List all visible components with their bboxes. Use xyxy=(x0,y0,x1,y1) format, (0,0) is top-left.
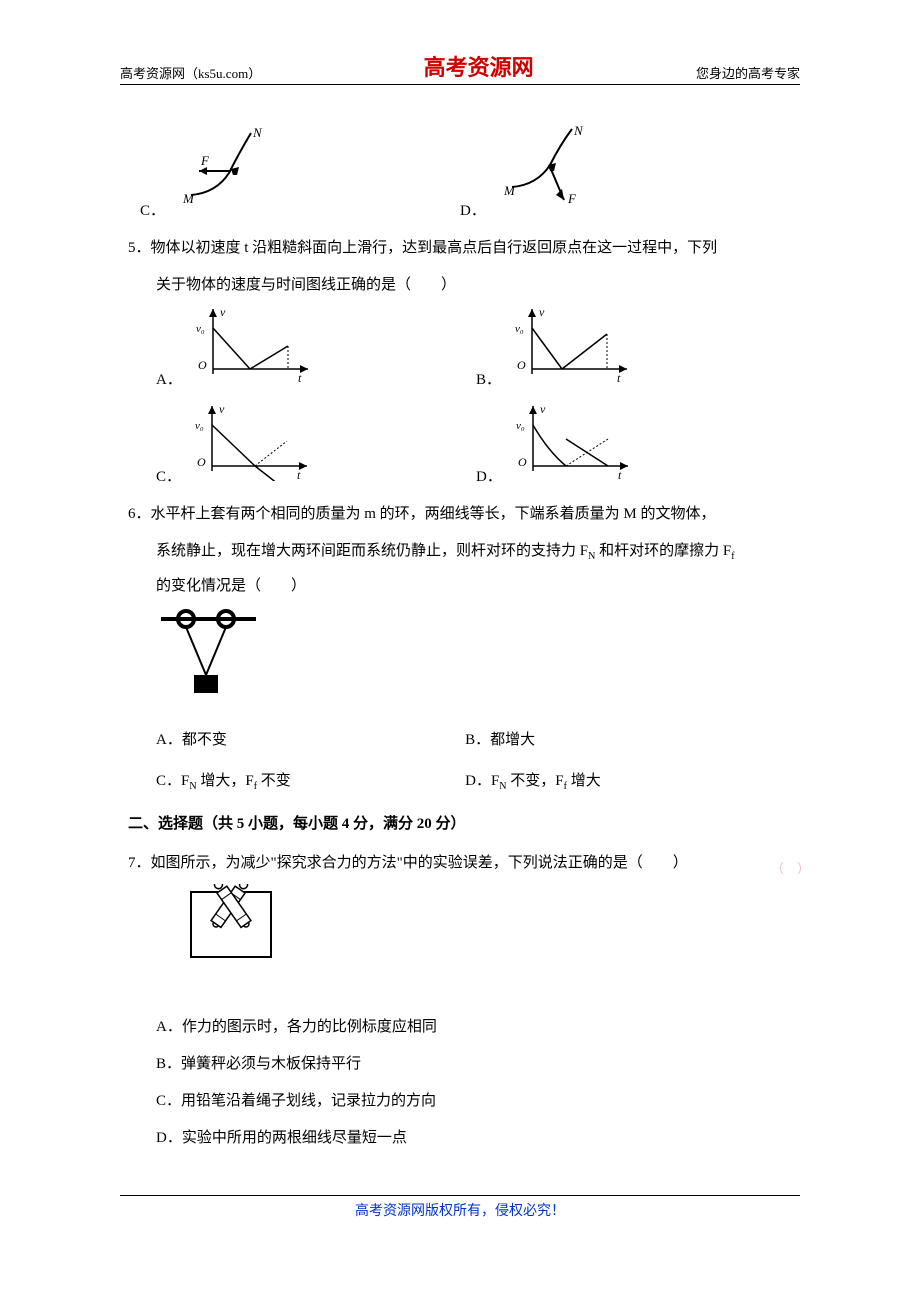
q7-opt-c: C．用铅笔沿着绳子划线，记录拉力的方向 xyxy=(120,1085,800,1118)
svg-text:N: N xyxy=(573,125,584,138)
q5-line1: 5．物体以初速度 t 沿粗糙斜面向上滑行，达到最高点后自行返回原点在这一过程中，… xyxy=(128,232,800,265)
page-content: C． M N F D． xyxy=(120,125,800,1155)
q5-options-row2: C． v t v₀ O xyxy=(156,401,800,494)
q6-diagram xyxy=(120,605,800,718)
q5-opt-d-label: D． xyxy=(476,461,502,494)
svg-text:F: F xyxy=(567,191,577,206)
q4-diagram-d: M N F xyxy=(492,125,612,228)
svg-text:v₀: v₀ xyxy=(195,420,204,432)
svg-text:M: M xyxy=(182,191,195,206)
q7-text1: 如图所示，为减少"探究求合力的方法"中的实验误差，下列说法正确的是（ ） xyxy=(151,855,688,871)
q7-diagram xyxy=(120,884,800,1007)
q6-number: 6． xyxy=(128,506,151,522)
section2-header: 二、选择题（共 5 小题，每小题 4 分，满分 20 分） xyxy=(128,808,800,841)
q5-graph-b: v t v₀ O xyxy=(507,304,637,397)
svg-text:v₀: v₀ xyxy=(516,420,525,432)
q5-number: 5． xyxy=(128,240,151,256)
q6-opt-c: C．FN 增大，Ff 不变 xyxy=(156,765,465,798)
q6-options: A．都不变 B．都增大 C．FN 增大，Ff 不变 D．FN 不变，Ff 增大 xyxy=(120,720,800,802)
header-right: 您身边的高考专家 xyxy=(696,63,800,82)
svg-text:v: v xyxy=(539,305,545,319)
q6-opt-d: D．FN 不变，Ff 增大 xyxy=(465,765,774,798)
q7-opt-b: B．弹簧秤必须与木板保持平行 xyxy=(120,1048,800,1081)
q5-line2: 关于物体的速度与时间图线正确的是（ ） xyxy=(120,269,800,302)
q7-opt-a: A．作力的图示时，各力的比例标度应相同 xyxy=(120,1011,800,1044)
q6-line3: 的变化情况是（ ） xyxy=(120,570,800,603)
q5-graph-d: v t v₀ O xyxy=(508,401,638,494)
q6-line1: 6．水平杆上套有两个相同的质量为 m 的环，两细线等长，下端系着质量为 M 的文… xyxy=(128,498,800,531)
svg-text:t: t xyxy=(297,468,301,481)
watermark-icon: （ ） xyxy=(799,855,810,884)
q5-opt-a-label: A． xyxy=(156,364,182,397)
q4-options-row: C． M N F D． xyxy=(140,125,800,228)
q5-opt-b-label: B． xyxy=(476,364,501,397)
svg-text:O: O xyxy=(197,455,206,469)
q5-opt-c-label: C． xyxy=(156,461,181,494)
svg-text:t: t xyxy=(618,468,622,481)
svg-text:v: v xyxy=(540,402,546,416)
q7-opt-d: D．实验中所用的两根细线尽量短一点 xyxy=(120,1122,800,1155)
svg-text:O: O xyxy=(198,358,207,372)
q6-text1: 水平杆上套有两个相同的质量为 m 的环，两细线等长，下端系着质量为 M 的文物体… xyxy=(151,506,716,522)
svg-text:t: t xyxy=(617,371,621,384)
svg-text:O: O xyxy=(518,455,527,469)
svg-text:O: O xyxy=(517,358,526,372)
q5-graph-a: v t v₀ O xyxy=(188,304,318,397)
q4-opt-d-label: D． xyxy=(460,195,486,228)
q4-opt-c-label: C． xyxy=(140,195,165,228)
svg-text:N: N xyxy=(252,125,263,140)
svg-text:M: M xyxy=(503,183,516,198)
svg-text:t: t xyxy=(298,371,302,384)
svg-text:F: F xyxy=(200,153,210,168)
q6-line2: 系统静止，现在增大两环间距而系统仍静止，则杆对环的支持力 FN 和杆对环的摩擦力… xyxy=(120,535,800,568)
svg-text:v: v xyxy=(220,305,226,319)
header-left: 高考资源网（ks5u.com） xyxy=(120,63,261,82)
svg-text:v: v xyxy=(219,402,225,416)
q5-options-row1: A． v t v₀ O xyxy=(156,304,800,397)
svg-text:v₀: v₀ xyxy=(196,323,205,335)
q7-number: 7． xyxy=(128,855,151,871)
q4-diagram-c: M N F xyxy=(171,125,291,228)
svg-text:v₀: v₀ xyxy=(515,323,524,335)
q5-text1: 物体以初速度 t 沿粗糙斜面向上滑行，达到最高点后自行返回原点在这一过程中，下列 xyxy=(151,240,718,256)
q7-line1: 7．如图所示，为减少"探究求合力的方法"中的实验误差，下列说法正确的是（ ） （… xyxy=(128,847,800,880)
q6-opt-b: B．都增大 xyxy=(465,724,774,757)
q5-graph-c: v t v₀ O xyxy=(187,401,317,494)
page-footer: 高考资源网版权所有，侵权必究！ xyxy=(120,1195,800,1220)
q6-opt-a: A．都不变 xyxy=(156,724,465,757)
header-center-logo: 高考资源网 xyxy=(424,50,534,82)
page-header: 高考资源网（ks5u.com） 高考资源网 您身边的高考专家 xyxy=(120,50,800,85)
